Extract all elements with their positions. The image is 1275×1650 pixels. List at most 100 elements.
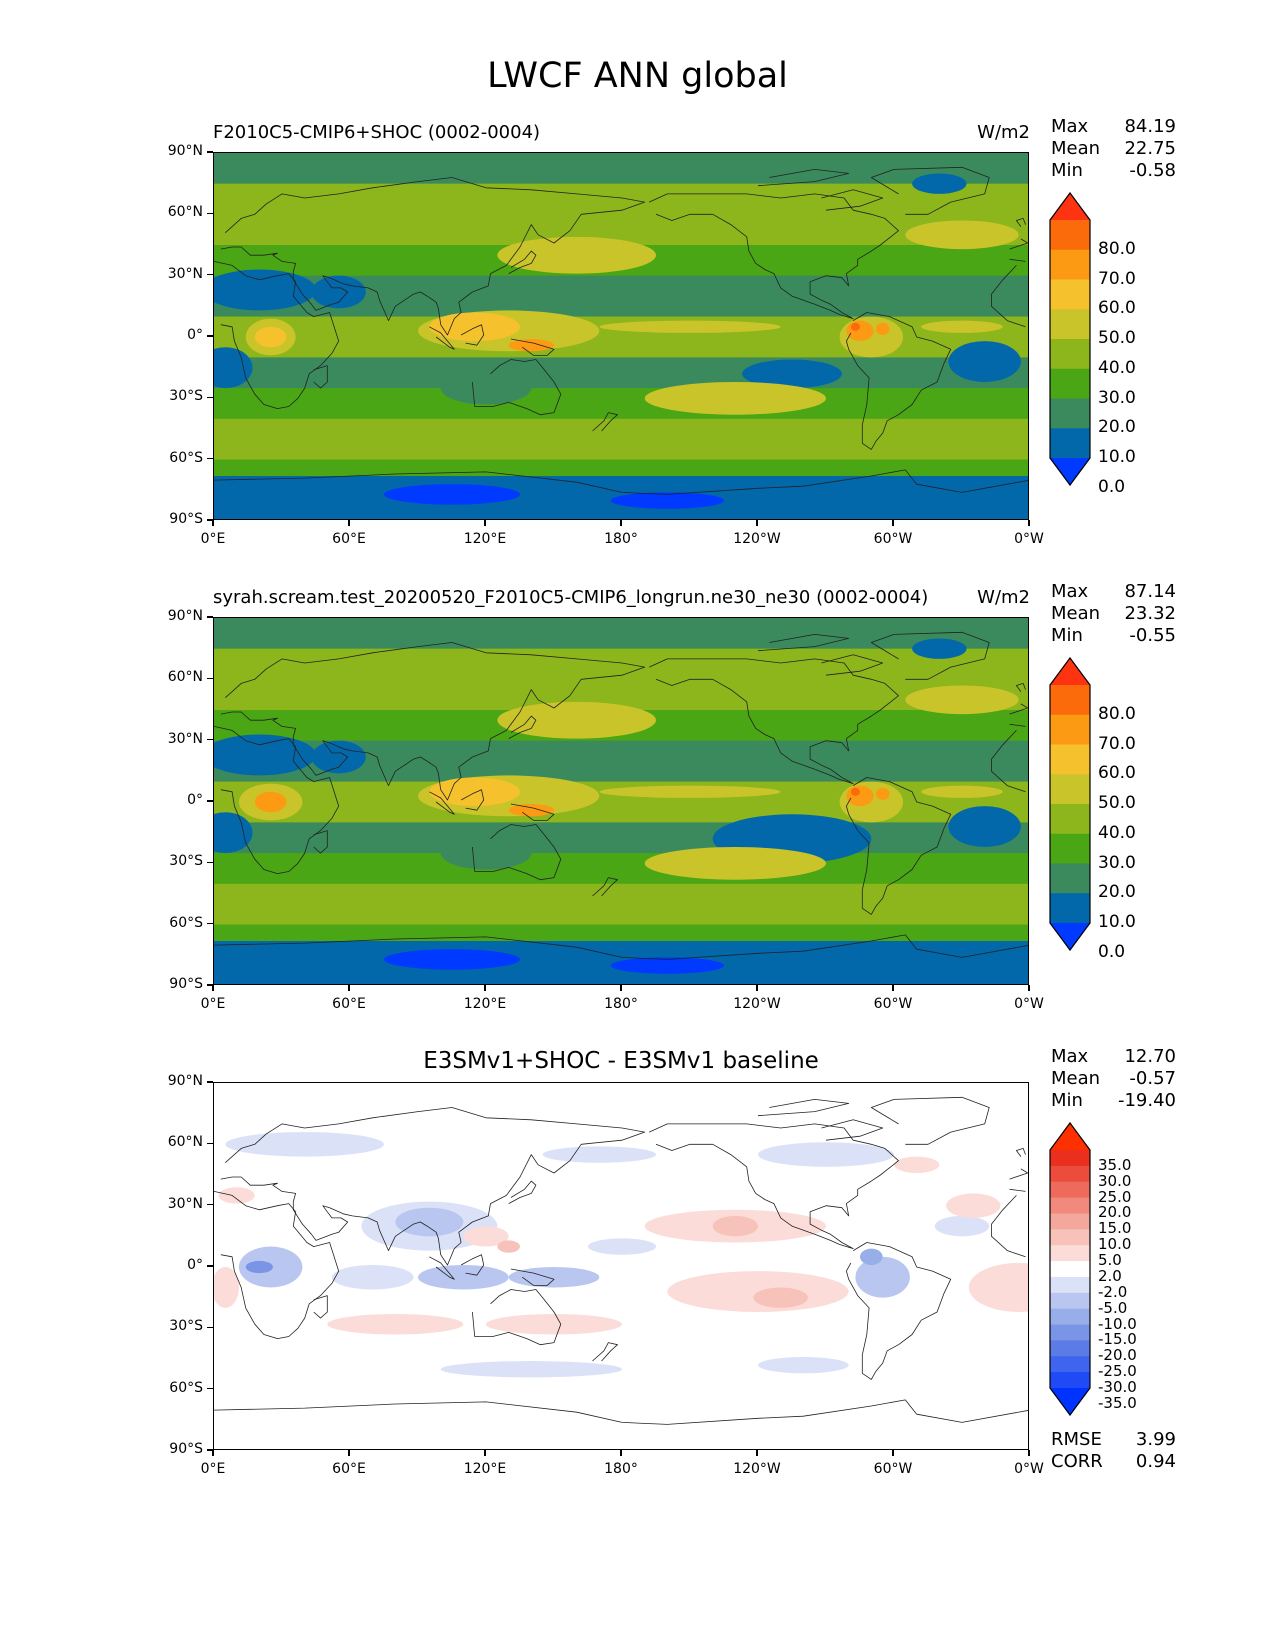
colorbar-tick-label: 0.0 — [1098, 941, 1126, 962]
lon-tick — [892, 985, 894, 991]
field-blob — [440, 371, 532, 405]
coastline — [508, 1180, 537, 1204]
colorbar-segment — [1050, 1181, 1090, 1199]
coastline — [1016, 683, 1026, 692]
field-blob — [758, 1356, 849, 1374]
coastline — [649, 1123, 899, 1249]
colorbar-tick-label: 40.0 — [1098, 357, 1136, 378]
coastline — [313, 1295, 328, 1319]
field-blob — [463, 1226, 509, 1247]
field-blob — [254, 791, 287, 813]
field-blob — [486, 1314, 622, 1335]
lat-tick — [207, 396, 213, 399]
colorbar-tick-label: 20.0 — [1098, 417, 1136, 438]
field-blob — [948, 806, 1021, 847]
field-blob — [875, 322, 890, 335]
coastline — [846, 777, 952, 915]
coastline — [649, 658, 899, 784]
lon-tick — [212, 520, 214, 526]
field-blob — [667, 1271, 849, 1312]
panel-2-min-value: -0.55 — [1129, 625, 1176, 646]
lat-label: 30°N — [167, 730, 203, 747]
field-blob — [839, 316, 904, 358]
lon-label: 180° — [604, 531, 638, 547]
field-blob — [327, 1314, 464, 1335]
lon-tick — [1028, 520, 1030, 526]
field-blob — [429, 777, 520, 807]
lat-label: 0° — [187, 327, 203, 343]
field-blob — [214, 734, 316, 776]
lon-label: 180° — [604, 1461, 638, 1477]
lon-tick — [348, 520, 350, 526]
coastline — [1009, 1188, 1026, 1192]
lon-label: 0°E — [200, 996, 226, 1012]
colorbar-segment — [1050, 220, 1090, 251]
field-blob — [662, 752, 763, 778]
corr-label: CORR — [1051, 1451, 1103, 1472]
field-blob — [912, 638, 967, 659]
colorbar-tick-label: 15.0 — [1098, 1219, 1132, 1238]
lat-label: 60°N — [167, 204, 203, 221]
lat-tick — [207, 922, 213, 925]
coastline — [429, 791, 455, 815]
field-blob — [588, 1238, 656, 1255]
coastline — [757, 1099, 850, 1117]
colorbar-outline — [1049, 1122, 1091, 1416]
field-blob — [384, 484, 520, 505]
field-blob — [429, 312, 520, 342]
field-blob — [610, 492, 724, 509]
rmse-value: 3.99 — [1135, 1429, 1176, 1450]
coastline — [1009, 703, 1028, 715]
field-blob — [968, 1262, 1028, 1312]
map-canvas — [214, 618, 1028, 984]
panel-2-mean-label: Mean — [1051, 603, 1101, 624]
coastline — [313, 365, 328, 389]
lat-tick — [207, 273, 213, 276]
colorbar-tick-label: 30.0 — [1098, 1171, 1132, 1190]
coastline — [991, 730, 1026, 793]
coastline — [508, 250, 537, 274]
coastlines — [214, 631, 1028, 960]
colorbar-segment — [1050, 1197, 1090, 1214]
field-blob — [758, 1142, 894, 1167]
colorbar-segment — [1050, 1372, 1090, 1389]
field-blob — [855, 1256, 910, 1298]
field-blob — [610, 957, 724, 974]
field-blob — [921, 785, 1003, 798]
field-blob — [245, 1260, 273, 1274]
panel-3-mean-value: -0.57 — [1129, 1068, 1176, 1089]
field-band — [214, 883, 1028, 925]
lon-label: 120°W — [733, 1461, 781, 1477]
rmse-label: RMSE — [1051, 1429, 1102, 1450]
coastline — [846, 1242, 952, 1380]
coastline — [510, 1268, 555, 1286]
lon-tick — [620, 1450, 622, 1456]
field-blob — [440, 836, 532, 870]
lat-label: 60°S — [169, 449, 203, 466]
coastline — [214, 1191, 340, 1339]
lon-tick — [1028, 1450, 1030, 1456]
colorbar-outline — [1049, 192, 1091, 486]
colorbar-segment — [1050, 398, 1090, 429]
field-blob — [860, 1248, 883, 1265]
coastline — [220, 642, 646, 801]
colorbar-tick-label: -10.0 — [1098, 1314, 1137, 1333]
lon-label: 60°E — [332, 996, 366, 1012]
coastline — [592, 1342, 618, 1362]
coastline — [472, 359, 562, 416]
colorbar-segment — [1050, 1340, 1090, 1357]
lon-tick — [756, 520, 758, 526]
colorbar-tick-label: 2.0 — [1098, 1266, 1122, 1285]
panel-1-min-value: -0.58 — [1129, 160, 1176, 181]
colorbar-segment — [1050, 1150, 1090, 1167]
lat-tick — [207, 738, 213, 741]
colorbar-segment — [1050, 249, 1090, 280]
field-blob — [846, 785, 874, 807]
colorbar-tick-label: 35.0 — [1098, 1155, 1132, 1174]
field-blob — [497, 701, 656, 739]
corr-value: 0.94 — [1135, 1451, 1176, 1472]
field-blob — [894, 1156, 940, 1173]
panel-2-map — [213, 617, 1029, 985]
lon-tick — [348, 1450, 350, 1456]
colorbar-segment — [1050, 744, 1090, 775]
